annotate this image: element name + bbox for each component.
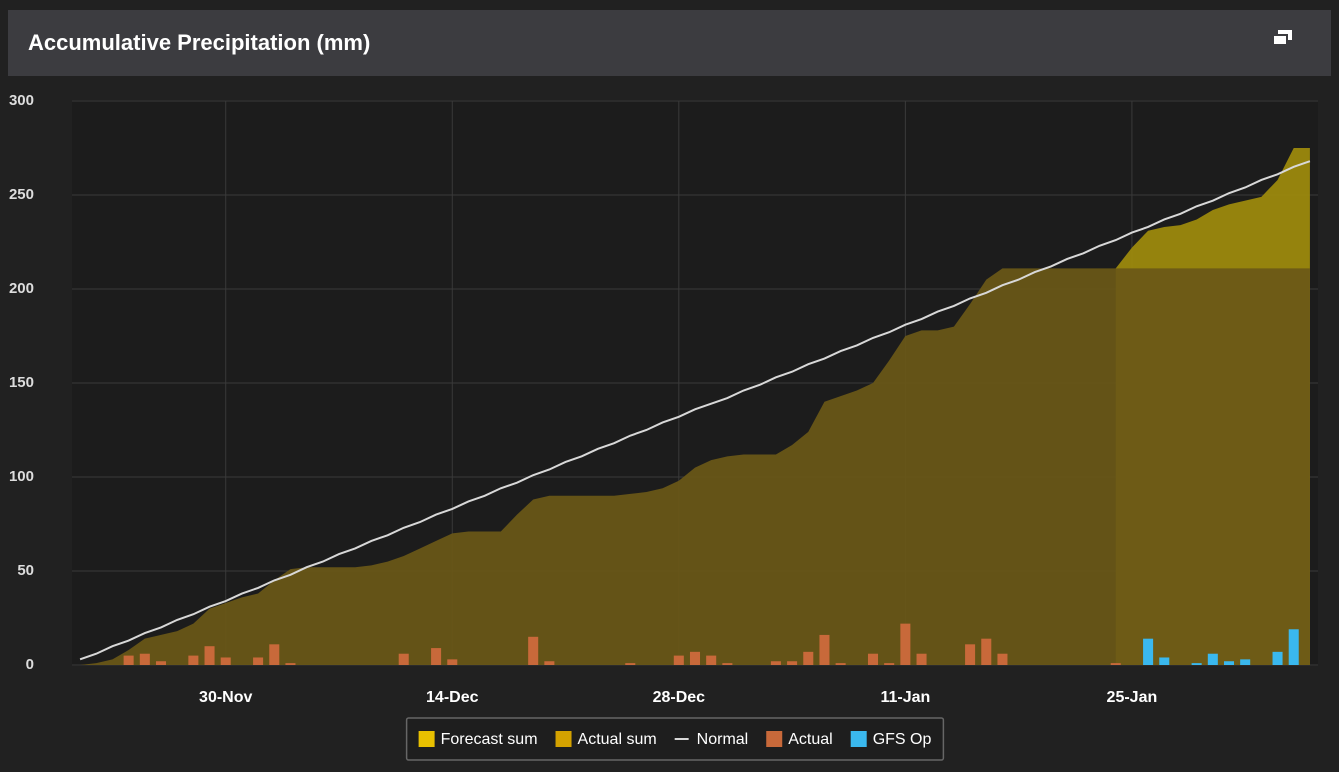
legend-item: Forecast sum bbox=[418, 731, 538, 748]
legend-symbol bbox=[418, 731, 435, 747]
bar bbox=[155, 661, 167, 665]
chart-title: Accumulative Precipitation (mm) bbox=[28, 30, 370, 55]
bar bbox=[689, 651, 701, 665]
bar bbox=[770, 661, 781, 665]
legend-item: GFS Op bbox=[850, 731, 932, 748]
bar bbox=[1143, 638, 1154, 665]
y-tick-label: 0 bbox=[26, 656, 34, 673]
legend-item: Normal bbox=[674, 731, 749, 748]
bar bbox=[253, 657, 264, 665]
bar bbox=[139, 653, 150, 665]
legend-item: Actual sum bbox=[555, 731, 657, 748]
legend-symbol bbox=[850, 731, 867, 747]
x-tick-label: 28-Dec bbox=[653, 689, 706, 706]
legend-label: Actual bbox=[788, 731, 832, 748]
y-tick-label: 50 bbox=[17, 562, 34, 579]
bar bbox=[819, 634, 830, 665]
legend-item: Actual bbox=[766, 731, 833, 748]
bar bbox=[997, 653, 1008, 665]
y-tick-label: 300 bbox=[9, 92, 34, 109]
bar bbox=[431, 648, 442, 665]
bar bbox=[188, 655, 199, 665]
bar bbox=[625, 663, 636, 665]
bar bbox=[220, 657, 231, 665]
legend: Forecast sum Actual sum Normal Actual GFS Op bbox=[405, 717, 945, 761]
bar bbox=[1240, 659, 1251, 665]
y-tick-label: 150 bbox=[9, 374, 34, 391]
bar bbox=[528, 636, 539, 665]
bar bbox=[916, 653, 927, 665]
area bbox=[80, 268, 1310, 665]
line bbox=[79, 160, 1311, 661]
bar bbox=[803, 651, 814, 665]
bar bbox=[1191, 663, 1202, 665]
bar bbox=[706, 655, 717, 665]
bar bbox=[1159, 657, 1170, 665]
bar bbox=[123, 655, 134, 665]
legend-label: Normal bbox=[697, 731, 749, 748]
y-tick-label: 100 bbox=[9, 468, 34, 485]
bar bbox=[544, 661, 555, 665]
expand-icon[interactable] bbox=[1272, 30, 1292, 46]
bar bbox=[884, 663, 895, 665]
x-tick-label: 11-Jan bbox=[880, 689, 930, 706]
bar bbox=[1110, 663, 1121, 665]
y-tick-label: 200 bbox=[9, 280, 34, 297]
bar bbox=[867, 653, 879, 665]
bar bbox=[1207, 653, 1218, 665]
legend-symbol bbox=[555, 731, 572, 747]
bar bbox=[204, 646, 215, 665]
legend-label: Forecast sum bbox=[441, 731, 538, 748]
icon-part bbox=[1272, 34, 1288, 46]
bar bbox=[398, 653, 409, 665]
bar bbox=[965, 644, 976, 665]
x-tick-label: 14-Dec bbox=[426, 689, 479, 706]
bar bbox=[900, 623, 911, 665]
bar bbox=[1223, 661, 1235, 665]
title-bar bbox=[8, 10, 1331, 76]
bar bbox=[673, 655, 684, 665]
bar bbox=[269, 644, 280, 665]
bar bbox=[447, 659, 458, 665]
bar bbox=[722, 663, 733, 665]
bar bbox=[1288, 629, 1299, 665]
x-tick-label: 25-Jan bbox=[1107, 689, 1158, 706]
bar bbox=[1272, 651, 1283, 665]
x-tick-label: 30-Nov bbox=[199, 689, 252, 706]
bar bbox=[835, 663, 846, 665]
bar bbox=[787, 661, 798, 665]
bar bbox=[981, 638, 992, 665]
bar bbox=[285, 663, 296, 665]
y-tick-label: 250 bbox=[9, 186, 34, 203]
legend-symbol bbox=[766, 731, 783, 747]
legend-label: Actual sum bbox=[578, 731, 657, 748]
legend-label: GFS Op bbox=[873, 731, 932, 748]
